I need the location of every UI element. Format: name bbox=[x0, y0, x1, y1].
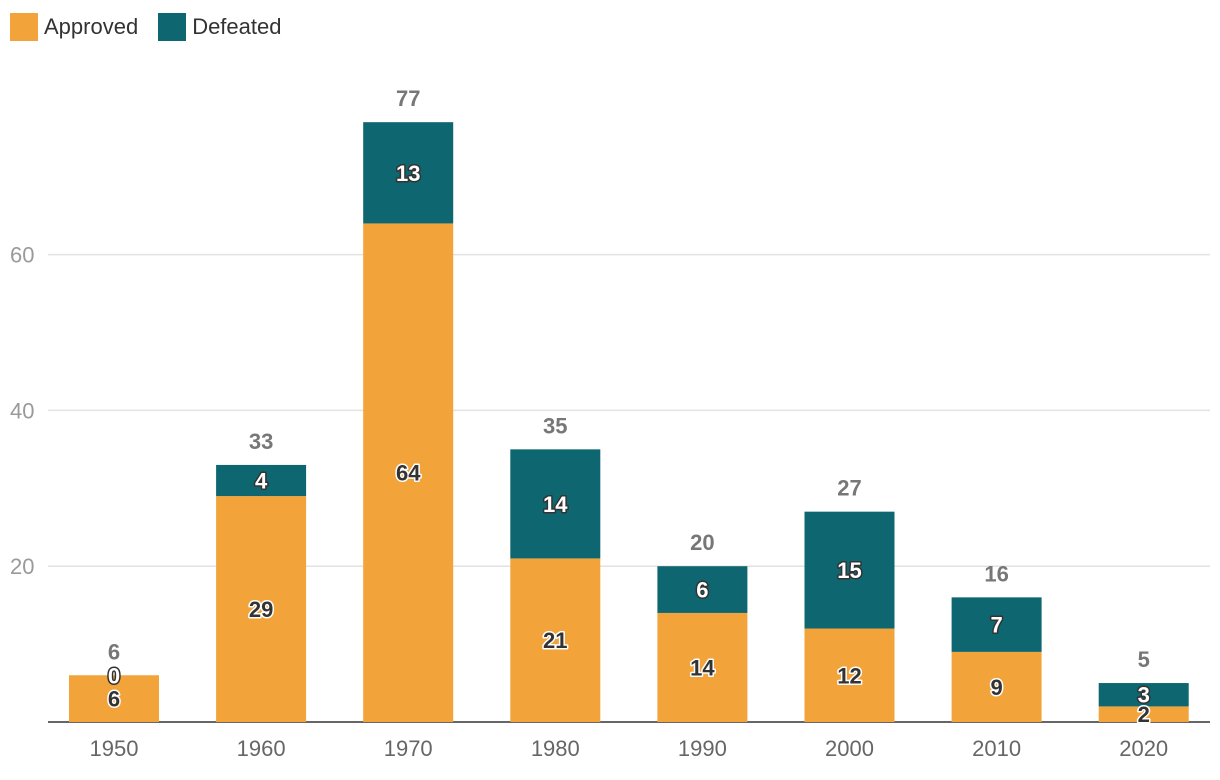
data-label-defeated-1950: 0 bbox=[108, 663, 120, 688]
legend-swatch-approved bbox=[10, 13, 38, 41]
total-label-2000: 27 bbox=[837, 476, 861, 501]
data-label-defeated-1970: 13 bbox=[396, 161, 420, 186]
x-tick-label-2000: 2000 bbox=[825, 736, 874, 761]
data-label-approved-1960: 29 bbox=[249, 597, 273, 622]
x-tick-label-1960: 1960 bbox=[237, 736, 286, 761]
data-label-approved-1980: 21 bbox=[543, 628, 567, 653]
x-tick-label-2010: 2010 bbox=[972, 736, 1021, 761]
legend-label-approved: Approved bbox=[44, 14, 139, 39]
total-label-2020: 5 bbox=[1138, 647, 1150, 672]
data-label-approved-1950: 6 bbox=[108, 687, 120, 712]
y-tick-label-40: 40 bbox=[10, 398, 34, 423]
legend-item-approved: Approved bbox=[10, 13, 138, 41]
x-tick-label-1970: 1970 bbox=[384, 736, 433, 761]
bar-approved-2000 bbox=[804, 628, 895, 722]
total-label-1970: 77 bbox=[396, 86, 420, 111]
legend-item-defeated: Defeated bbox=[158, 13, 281, 41]
bar-defeated-1960 bbox=[216, 464, 307, 497]
y-tick-label-60: 60 bbox=[10, 243, 34, 268]
bar-defeated-1990 bbox=[657, 566, 748, 613]
bar-approved-1960 bbox=[216, 496, 307, 722]
bar-defeated-2020 bbox=[1098, 683, 1189, 707]
bar-defeated-2010 bbox=[951, 597, 1042, 652]
data-label-approved-2020: 2 bbox=[1138, 702, 1150, 727]
bar-defeated-1980 bbox=[510, 449, 601, 559]
data-label-defeated-1960: 4 bbox=[255, 469, 268, 494]
data-label-approved-2010: 9 bbox=[990, 675, 1002, 700]
total-label-1980: 35 bbox=[543, 413, 567, 438]
bar-approved-1980 bbox=[510, 558, 601, 722]
total-label-1950: 6 bbox=[108, 639, 120, 664]
data-label-approved-1990: 14 bbox=[690, 655, 715, 680]
data-label-defeated-1990: 6 bbox=[696, 578, 708, 603]
data-label-approved-1970: 64 bbox=[396, 461, 421, 486]
legend: Approved Defeated bbox=[10, 13, 301, 41]
bar-defeated-2000 bbox=[804, 511, 895, 629]
bar-approved-2020 bbox=[1098, 706, 1189, 722]
total-label-1960: 33 bbox=[249, 429, 273, 454]
x-tick-label-1980: 1980 bbox=[531, 736, 580, 761]
bar-approved-1970 bbox=[363, 223, 454, 722]
x-tick-label-2020: 2020 bbox=[1119, 736, 1168, 761]
legend-label-defeated: Defeated bbox=[192, 14, 282, 39]
bar-approved-2010 bbox=[951, 651, 1042, 722]
data-label-defeated-2010: 7 bbox=[990, 613, 1002, 638]
bar-defeated-1970 bbox=[363, 122, 454, 224]
total-label-2010: 16 bbox=[984, 561, 1008, 586]
data-label-defeated-2000: 15 bbox=[837, 558, 861, 583]
data-label-approved-2000: 12 bbox=[837, 663, 861, 688]
x-tick-label-1990: 1990 bbox=[678, 736, 727, 761]
data-label-defeated-2020: 3 bbox=[1138, 683, 1150, 708]
legend-swatch-defeated bbox=[158, 13, 187, 41]
bar-approved-1990 bbox=[657, 612, 748, 722]
data-label-defeated-1980: 14 bbox=[543, 492, 568, 517]
y-tick-label-20: 20 bbox=[10, 554, 34, 579]
x-tick-label-1950: 1950 bbox=[90, 736, 139, 761]
total-label-1990: 20 bbox=[690, 530, 714, 555]
bar-approved-1950 bbox=[69, 675, 159, 722]
